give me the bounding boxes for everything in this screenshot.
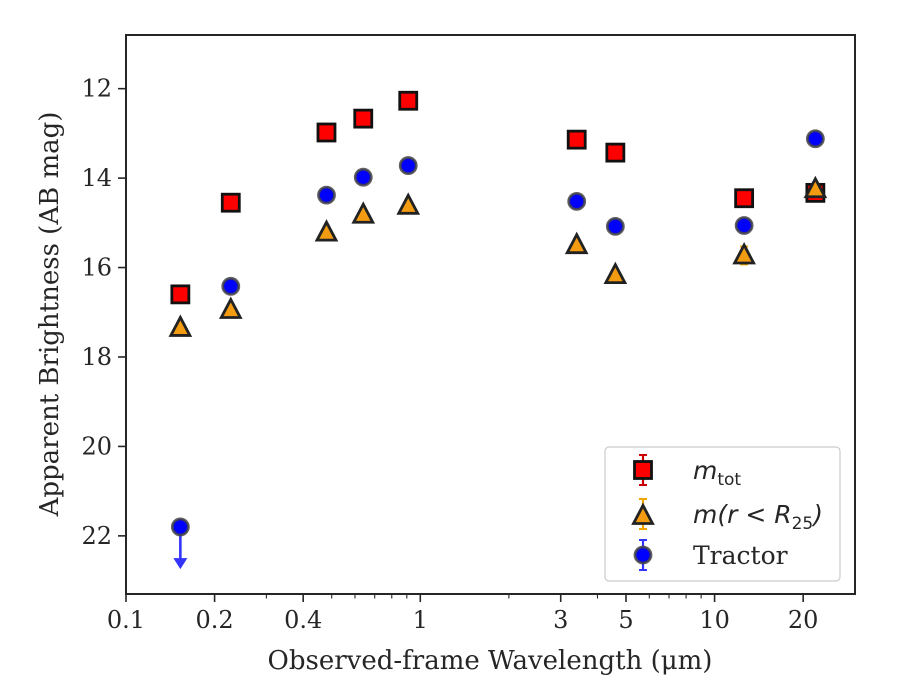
x-tick-label: 10 [699, 606, 730, 634]
tractor-point [734, 216, 754, 235]
legend-items: mtot m(r < R25) Tractor [631, 454, 823, 571]
legend-entry: m(r < R25) [631, 498, 823, 534]
tractor-point [317, 185, 336, 205]
mr25-point [803, 175, 828, 199]
y-axis-label: Apparent Brightness (AB mag) [35, 112, 65, 518]
mtot-point [398, 90, 419, 111]
series-square [170, 90, 826, 305]
y-tick-label: 22 [81, 522, 112, 550]
x-tick-label: 0.2 [196, 606, 234, 634]
mtot-point [220, 192, 241, 213]
tractor-point [170, 517, 190, 537]
legend-label: mtot [693, 456, 741, 490]
x-tick-label: 20 [788, 606, 819, 634]
legend-triangle-marker [631, 502, 655, 525]
y-tick-label: 14 [81, 164, 112, 192]
mr25-point [168, 314, 193, 337]
mr25-point [564, 231, 589, 255]
legend-label: m(r < R25) [693, 500, 823, 534]
mr25-point [396, 192, 421, 215]
legend-box [604, 446, 841, 582]
x-axis-label: Observed-frame Wavelength (μm) [268, 646, 713, 676]
y-tick-label: 12 [81, 75, 112, 103]
mr25-point [603, 261, 628, 285]
upper-limit-arrow-head [173, 558, 188, 570]
legend: mtot m(r < R25) Tractor [604, 446, 841, 582]
x-tick-label: 5 [618, 606, 633, 634]
mtot-point [316, 122, 337, 143]
y-tick-label: 18 [81, 343, 112, 371]
mtot-point [734, 188, 755, 209]
legend-entry: Tractor [633, 539, 788, 571]
legend-label: Tractor [693, 541, 788, 570]
tractor-point [567, 191, 587, 211]
series-triangle [168, 175, 828, 337]
tractor-point [353, 167, 373, 187]
mr25-point [351, 201, 376, 224]
tractor-point [221, 276, 241, 296]
x-tick-label: 0.1 [107, 606, 145, 634]
plot-frame [125, 34, 856, 595]
mtot-point [170, 284, 191, 305]
y-tick-label: 16 [81, 254, 112, 282]
x-tick-label: 1 [413, 606, 428, 634]
legend-square-marker [633, 460, 653, 480]
mtot-point [566, 129, 587, 150]
data-marks [168, 90, 828, 570]
y-axis-ticks: 12 14 16 18 20 22 [81, 75, 126, 550]
mr25-point [732, 241, 756, 265]
x-tick-label: 0.4 [284, 606, 322, 634]
mtot-point [353, 108, 374, 129]
legend-entry: mtot [633, 454, 741, 490]
tractor-point [605, 217, 625, 236]
y-tick-label: 20 [81, 432, 112, 460]
mtot-point [605, 142, 626, 163]
legend-circle-marker [633, 545, 653, 565]
tractor-point [805, 129, 825, 149]
mr25-point [314, 219, 339, 242]
series-circle [170, 129, 825, 570]
tractor-point [398, 156, 418, 175]
x-axis-ticks: 0.1 0.2 0.4 1 3 5 10 20 [107, 594, 819, 634]
mr25-point [218, 296, 243, 319]
x-tick-label: 3 [553, 606, 568, 634]
